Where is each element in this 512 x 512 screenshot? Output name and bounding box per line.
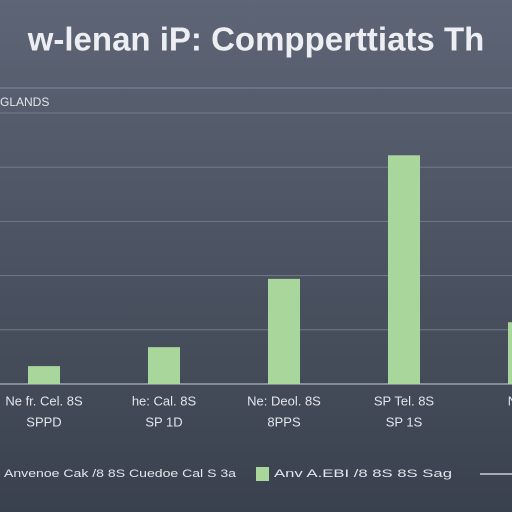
x-tick-sublabel: 8PPS bbox=[267, 414, 301, 429]
bar bbox=[388, 155, 420, 384]
y-axis-label: GLANDS bbox=[0, 95, 49, 109]
legend-swatch bbox=[256, 467, 269, 481]
x-tick-sublabel: SP 1S bbox=[386, 414, 423, 429]
bar bbox=[148, 347, 180, 384]
x-tick-label: SP Tel. 8S bbox=[374, 393, 435, 408]
bar bbox=[508, 322, 512, 384]
legend-label: Anv A.EBI /8 8S 8S Sag bbox=[274, 468, 452, 480]
x-tick-label: Ne: Deol. 8S bbox=[247, 393, 321, 408]
x-tick-sublabel: SP 1D bbox=[145, 414, 182, 429]
x-tick-label: Ne fr. Cel. 8S bbox=[5, 393, 83, 408]
bar bbox=[268, 278, 300, 384]
x-tick-label: Ne: E bbox=[508, 393, 512, 408]
bar bbox=[28, 366, 60, 384]
chart-title: w-lenan iP: Compperttiats Th bbox=[27, 21, 485, 58]
x-tick-sublabel: SPPD bbox=[26, 414, 61, 429]
x-tick-label: he: Cal. 8S bbox=[132, 393, 197, 408]
legend-label: Anvenoe Cak /8 8S Cuedoe Cal S 3a bbox=[4, 468, 237, 480]
